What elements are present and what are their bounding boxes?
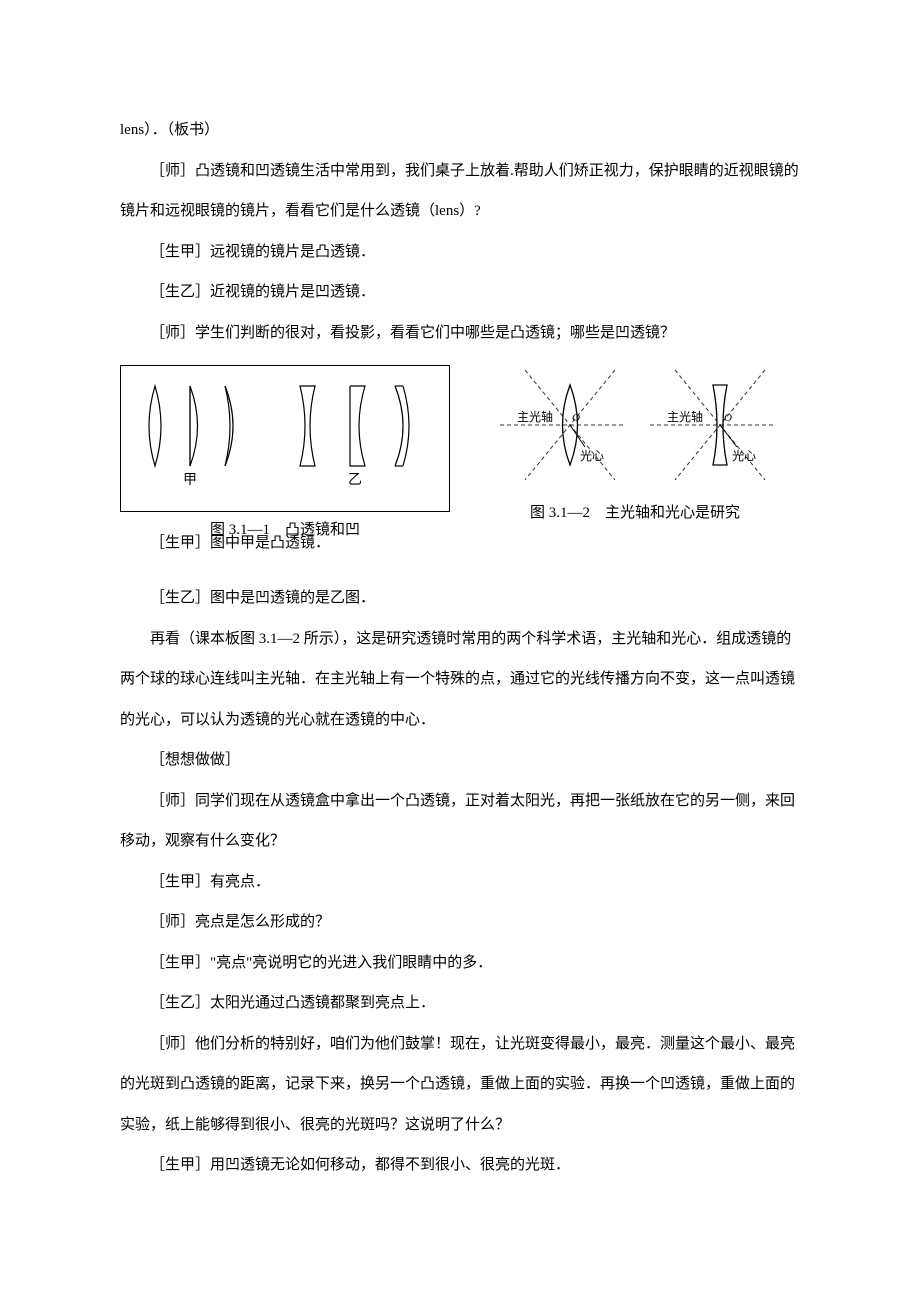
document-page: lens）．（板书） ［师］凸透镜和凹透镜生活中常用到，我们桌子上放着.帮助人们… <box>0 0 920 1246</box>
para-teacher-2: ［师］学生们判断的很对，看投影，看看它们中哪些是凸透镜；哪些是凹透镜？ <box>120 313 800 354</box>
axis-label-right: 主光轴 <box>667 409 703 424</box>
para-student-a-4: ［生甲］用凹透镜无论如何移动，都得不到很小、很亮的光斑． <box>120 1145 800 1186</box>
figure-3-1-2: 主光轴 O 光心 主光轴 O 光心 <box>470 365 800 524</box>
para-explain: 再看（课本板图 3.1—2 所示），这是研究透镜时常用的两个科学术语，主光轴和光… <box>120 619 800 741</box>
para-student-a-overlap: ［生甲］图中甲是凸透镜． <box>120 523 800 564</box>
axis-label-left: 主光轴 <box>517 409 553 424</box>
para-student-a-2: ［生甲］有亮点． <box>120 862 800 903</box>
para-student-b-2: ［生乙］图中是凹透镜的是乙图． <box>120 578 800 619</box>
line-top: lens）．（板书） <box>120 110 800 151</box>
para-teacher-3: ［师］同学们现在从透镜盒中拿出一个凸透镜，正对着太阳光，再把一张纸放在它的另一侧… <box>120 781 800 862</box>
figure-3-1-2-caption: 图 3.1—2 主光轴和光心是研究 <box>530 503 740 524</box>
para-student-a-1: ［生甲］远视镜的镜片是凸透镜． <box>120 232 800 273</box>
para-teacher-1: ［师］凸透镜和凹透镜生活中常用到，我们桌子上放着.帮助人们矫正视力，保护眼睛的近… <box>120 151 800 232</box>
figure-3-1-1: 甲 乙 图 3.1—1 凸透镜和凹 <box>120 365 450 541</box>
lens-shapes-svg: 甲 乙 <box>135 378 435 488</box>
o-label-left: O <box>572 412 580 424</box>
para-student-a-3: ［生甲］"亮点"亮说明它的光进入我们眼睛中的多． <box>120 943 800 984</box>
para-teacher-4: ［师］亮点是怎么形成的？ <box>120 902 800 943</box>
para-student-b-3: ［生乙］太阳光通过凸透镜都聚到亮点上． <box>120 983 800 1024</box>
figure-row: 甲 乙 图 3.1—1 凸透镜和凹 <box>120 365 800 541</box>
lens-shapes-box: 甲 乙 <box>120 365 450 512</box>
label-jia: 甲 <box>183 473 197 488</box>
center-label-left: 光心 <box>580 449 604 463</box>
axis-svg: 主光轴 O 光心 主光轴 O 光心 <box>485 365 785 495</box>
para-teacher-5: ［师］他们分析的特别好，咱们为他们鼓掌！现在，让光斑变得最小，最亮．测量这个最小… <box>120 1024 800 1146</box>
para-think-do: ［想想做做］ <box>120 740 800 781</box>
o-label-right: O <box>724 412 732 424</box>
para-student-b-1: ［生乙］近视镜的镜片是凹透镜． <box>120 272 800 313</box>
center-label-right: 光心 <box>732 449 756 463</box>
label-yi: 乙 <box>348 472 362 488</box>
